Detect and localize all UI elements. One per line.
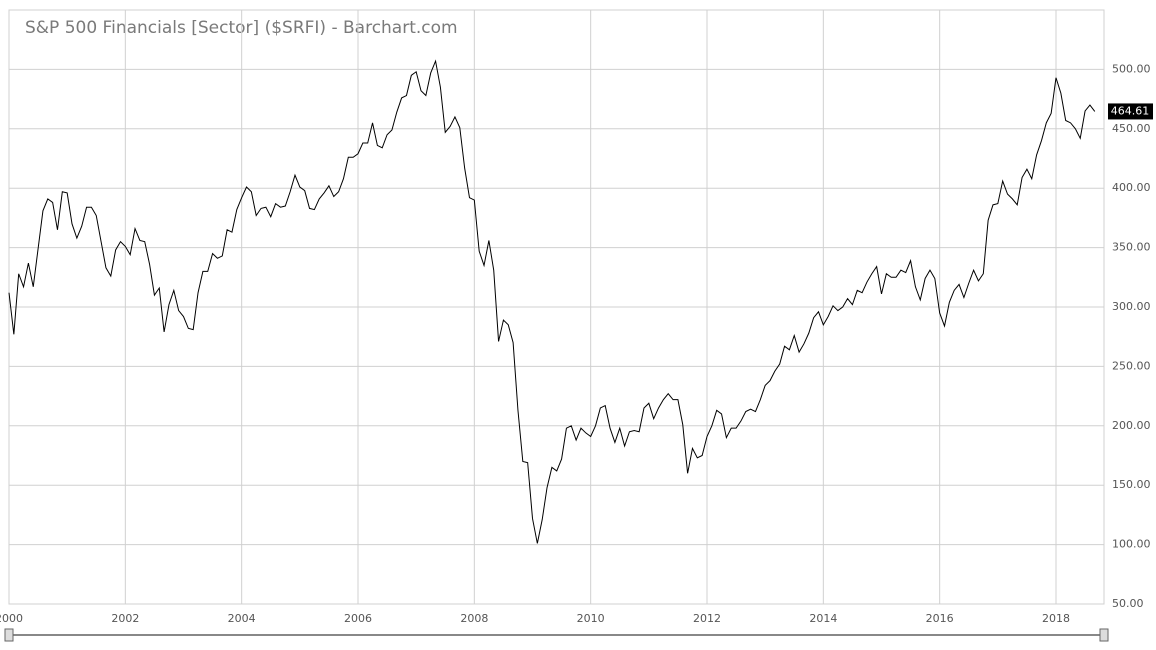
x-tick-label: 2004 xyxy=(228,612,256,625)
grid xyxy=(8,10,1104,605)
x-tick-label: 2014 xyxy=(809,612,837,625)
x-tick-label: 2018 xyxy=(1042,612,1070,625)
y-tick-label: 450.00 xyxy=(1112,122,1151,135)
y-tick-label: 100.00 xyxy=(1112,538,1151,551)
x-tick-label: 2016 xyxy=(926,612,954,625)
y-tick-label: 350.00 xyxy=(1112,241,1151,254)
y-tick-label: 250.00 xyxy=(1112,359,1151,372)
x-tick-label: 2012 xyxy=(693,612,721,625)
y-tick-label: 50.00 xyxy=(1112,597,1144,610)
y-tick-label: 500.00 xyxy=(1112,62,1151,75)
y-tick-label: 150.00 xyxy=(1112,478,1151,491)
y-tick-label: 200.00 xyxy=(1112,419,1151,432)
scroll-handle-left[interactable] xyxy=(4,628,14,642)
x-tick-label: 2008 xyxy=(460,612,488,625)
x-tick-label: 2006 xyxy=(344,612,372,625)
x-tick-label: 2000 xyxy=(0,612,23,625)
scroll-handle-right[interactable] xyxy=(1099,628,1109,642)
last-value-box xyxy=(1108,103,1153,120)
y-tick-label: 400.00 xyxy=(1112,181,1151,194)
x-tick-label: 2002 xyxy=(111,612,139,625)
last-value-label: 464.61 xyxy=(1111,104,1150,117)
x-tick-label: 2010 xyxy=(577,612,605,625)
price-line xyxy=(8,59,1096,544)
y-tick-label: 300.00 xyxy=(1112,300,1151,313)
